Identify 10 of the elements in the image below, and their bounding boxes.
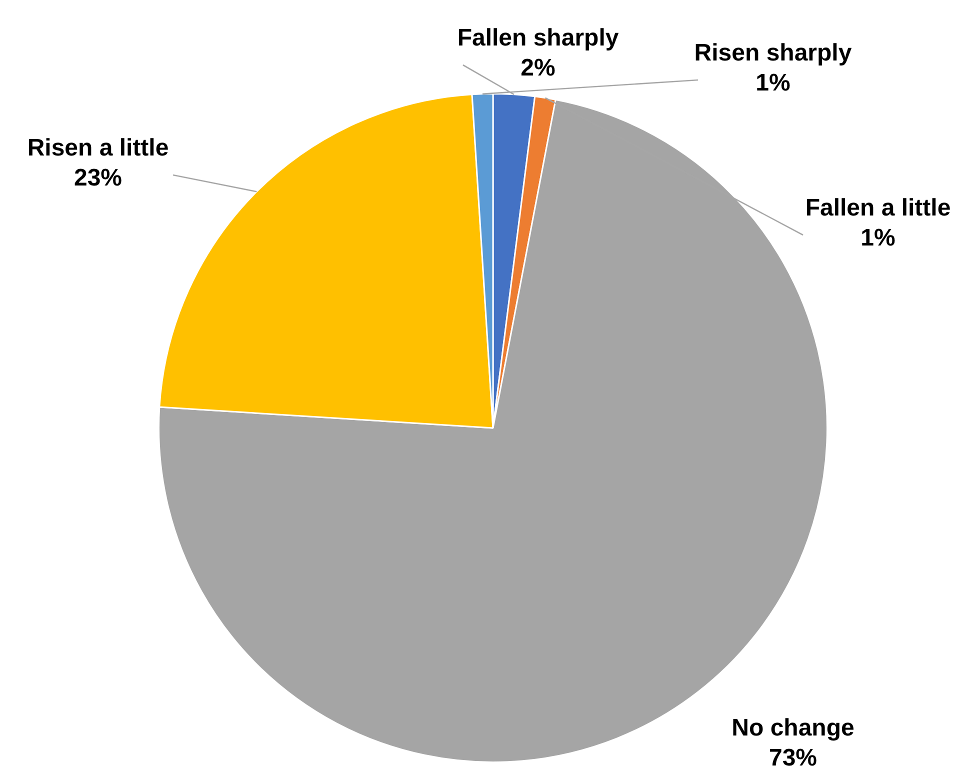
slice-label: Risen sharply [694, 40, 852, 67]
slice-label: Fallen sharply [457, 24, 620, 52]
data-label: 1% [756, 70, 790, 97]
data-label: 73% [768, 744, 818, 767]
slice-label: Fallen a little [805, 194, 951, 222]
data-label: 1% [860, 224, 896, 252]
data-label: 23% [74, 164, 122, 192]
slice-label: Risen a little [27, 134, 169, 162]
data-label: 2% [520, 54, 556, 82]
slice-label: No change [732, 714, 854, 742]
